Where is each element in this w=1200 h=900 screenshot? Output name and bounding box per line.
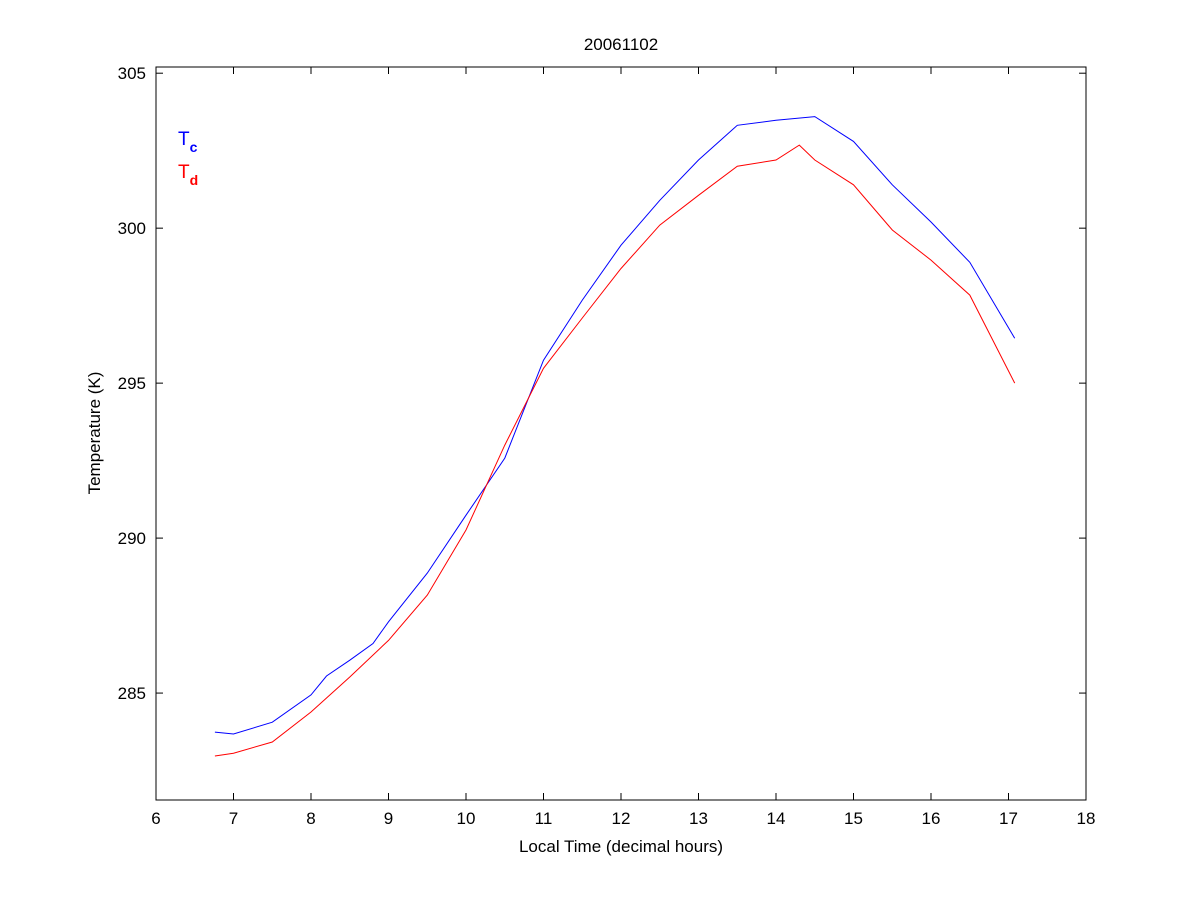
chart-title: 20061102 xyxy=(584,35,658,54)
x-tick-label: 17 xyxy=(999,809,1018,828)
legend-label: T xyxy=(178,162,190,183)
y-tick-label: 300 xyxy=(118,219,146,238)
series-line-Td xyxy=(214,144,1016,757)
y-tick-label: 290 xyxy=(118,529,146,548)
y-tick-label: 285 xyxy=(118,684,146,703)
y-tick-label: 295 xyxy=(118,374,146,393)
x-tick-label: 10 xyxy=(457,809,476,828)
series-line-Tc xyxy=(214,116,1016,735)
x-tick-label: 9 xyxy=(384,809,393,828)
legend-entry-Tc: Tc xyxy=(178,129,198,155)
x-tick-label: 8 xyxy=(306,809,315,828)
x-tick-label: 11 xyxy=(535,809,553,828)
legend-subscript: c xyxy=(190,139,198,155)
x-axis-label: Local Time (decimal hours) xyxy=(519,837,723,856)
plot-area xyxy=(155,66,1087,801)
legend-label: T xyxy=(178,129,190,150)
x-tick-label: 13 xyxy=(689,809,708,828)
x-tick-label: 6 xyxy=(151,809,160,828)
x-tick-label: 16 xyxy=(922,809,941,828)
legend-subscript: d xyxy=(190,172,199,188)
x-tick-label: 12 xyxy=(612,809,631,828)
y-tick-label: 305 xyxy=(118,64,146,83)
x-tick-label: 14 xyxy=(767,809,786,828)
x-tick-label: 7 xyxy=(229,809,238,828)
x-tick-label: 18 xyxy=(1077,809,1096,828)
legend-entry-Td: Td xyxy=(178,162,198,188)
x-tick-label: 15 xyxy=(844,809,863,828)
y-axis-label: Temperature (K) xyxy=(85,372,104,495)
